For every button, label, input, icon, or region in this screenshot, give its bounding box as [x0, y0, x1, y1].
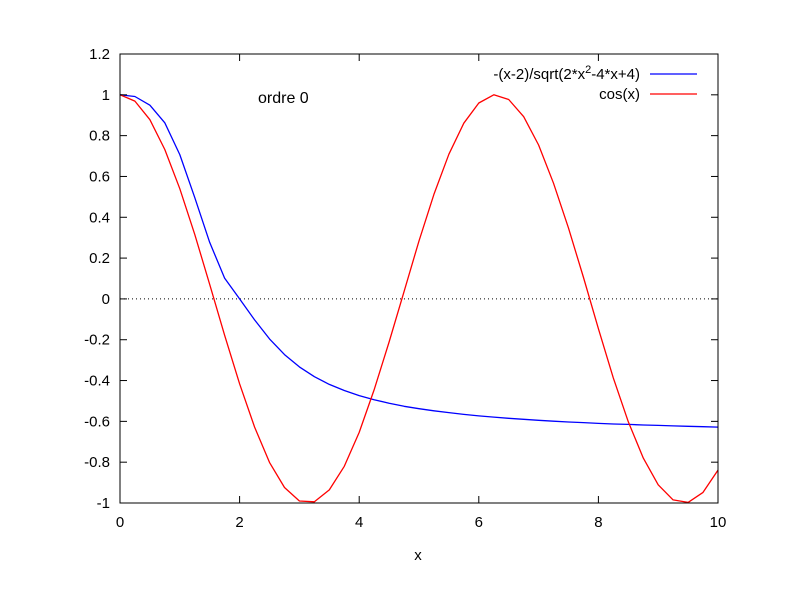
plot-frame — [119, 53, 719, 504]
y-tick-label: 1.2 — [89, 46, 110, 63]
axes-layer — [119, 53, 719, 504]
x-tick-label: 10 — [710, 514, 727, 531]
y-tick-label: 0.4 — [89, 209, 110, 226]
y-tick-label: 0.6 — [89, 168, 110, 185]
y-tick-label: 0.8 — [89, 128, 110, 145]
y-tick-label: 0.2 — [89, 250, 110, 267]
y-tick-label: -1 — [97, 495, 110, 512]
y-tick-label: 1 — [102, 87, 110, 104]
annotation-text: ordre 0 — [258, 90, 309, 107]
series-line-2 — [119, 94, 719, 504]
ticks-layer: 1.2 1 0.8 0.6 0.4 0.2 0 -0.2 -0.4 -0.6 -0.8 -1 0 2 4 6 8… — [84, 46, 726, 531]
y-tick-label: 0 — [102, 291, 110, 308]
x-tick-label: 4 — [355, 514, 363, 531]
x-tick-label: 0 — [116, 514, 124, 531]
y-tick-label: -0.6 — [84, 413, 110, 430]
legend: -(x-2)/sqrt(2*x2-4*x+4) cos(x) — [493, 64, 697, 103]
legend-label-series-1-sup: 2 — [585, 64, 591, 76]
y-tick-label: -0.2 — [84, 332, 110, 349]
y-tick-label: -0.4 — [84, 373, 110, 390]
legend-label-series-2: cos(x) — [599, 86, 640, 103]
legend-label-series-1: -(x-2)/sqrt(2*x2-4*x+4) — [493, 64, 640, 83]
legend-label-series-1-main: -(x-2)/sqrt(2*x — [493, 66, 585, 83]
y-tick-label: -0.8 — [84, 454, 110, 471]
x-tick-label: 8 — [594, 514, 602, 531]
series-line-1 — [119, 94, 719, 428]
legend-label-series-1-tail: -4*x+4) — [591, 66, 640, 83]
series-layer — [119, 94, 719, 504]
x-tick-label: 6 — [475, 514, 483, 531]
x-axis-label: x — [414, 547, 422, 564]
x-tick-label: 2 — [235, 514, 243, 531]
